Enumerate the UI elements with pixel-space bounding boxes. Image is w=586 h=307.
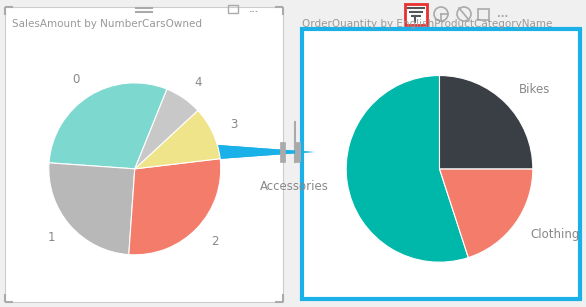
Text: Clothing: Clothing <box>530 228 580 241</box>
Text: 0: 0 <box>72 73 79 86</box>
Wedge shape <box>49 163 135 255</box>
Wedge shape <box>135 111 220 169</box>
Text: OrderQuantity by EnglishProductCategoryName: OrderQuantity by EnglishProductCategoryN… <box>302 19 553 29</box>
Wedge shape <box>129 159 221 255</box>
Bar <box>295 142 300 162</box>
Text: 1: 1 <box>48 231 56 244</box>
Bar <box>5 7 283 302</box>
Text: 4: 4 <box>195 76 202 89</box>
Wedge shape <box>440 169 533 258</box>
Bar <box>228 5 238 13</box>
Wedge shape <box>346 76 468 262</box>
Text: SalesAmount by NumberCarsOwned: SalesAmount by NumberCarsOwned <box>12 19 202 29</box>
Text: ...: ... <box>248 5 258 14</box>
Wedge shape <box>440 76 533 169</box>
Text: ...: ... <box>497 9 508 19</box>
Text: Bikes: Bikes <box>519 83 550 96</box>
Bar <box>280 142 285 162</box>
Wedge shape <box>135 89 198 169</box>
Wedge shape <box>49 83 167 169</box>
Bar <box>302 29 580 299</box>
Text: 2: 2 <box>211 235 218 248</box>
Bar <box>478 9 489 20</box>
Bar <box>405 4 427 25</box>
Text: 3: 3 <box>230 119 237 131</box>
Bar <box>295 0 586 307</box>
Text: Accessories: Accessories <box>260 180 329 193</box>
